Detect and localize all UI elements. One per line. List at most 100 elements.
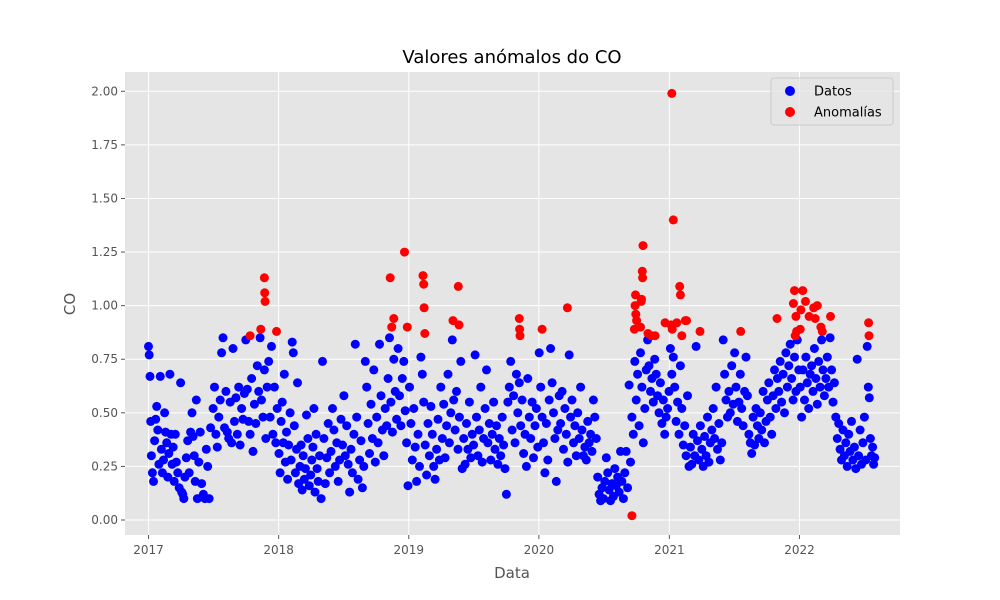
data-point bbox=[711, 382, 721, 392]
x-axis-label: Data bbox=[494, 564, 530, 582]
data-point bbox=[228, 344, 238, 353]
data-point bbox=[255, 333, 265, 343]
data-point bbox=[271, 438, 281, 448]
anomaly-point bbox=[682, 316, 691, 326]
data-point bbox=[755, 408, 765, 418]
data-point bbox=[323, 419, 333, 428]
data-point bbox=[593, 472, 603, 482]
data-point bbox=[777, 397, 787, 407]
data-point bbox=[637, 382, 647, 392]
data-point bbox=[829, 378, 839, 388]
data-point bbox=[581, 455, 591, 465]
data-point bbox=[804, 404, 814, 413]
data-point bbox=[493, 459, 503, 469]
data-point bbox=[325, 468, 335, 478]
data-point bbox=[443, 369, 453, 379]
data-point bbox=[781, 348, 791, 358]
data-point bbox=[487, 429, 497, 439]
data-point bbox=[497, 412, 507, 422]
data-point bbox=[389, 354, 399, 364]
data-point bbox=[694, 455, 704, 465]
data-point bbox=[212, 442, 222, 452]
data-point bbox=[162, 438, 172, 448]
data-point bbox=[345, 487, 355, 497]
anomaly-point bbox=[632, 316, 642, 326]
anomaly-point bbox=[796, 305, 806, 315]
data-point bbox=[217, 348, 227, 358]
data-point bbox=[750, 440, 760, 450]
anomaly-point bbox=[817, 326, 827, 336]
data-point bbox=[802, 378, 812, 388]
data-point bbox=[339, 391, 349, 401]
data-point bbox=[782, 382, 792, 392]
data-point bbox=[262, 382, 272, 392]
data-point bbox=[758, 386, 768, 396]
data-point bbox=[683, 391, 692, 401]
data-point bbox=[674, 429, 684, 439]
data-point bbox=[767, 429, 777, 439]
data-point bbox=[383, 374, 393, 383]
data-point bbox=[591, 434, 601, 443]
data-point bbox=[576, 382, 586, 392]
data-point bbox=[366, 399, 376, 409]
data-point bbox=[424, 451, 434, 461]
data-point bbox=[419, 397, 429, 407]
data-point bbox=[352, 412, 362, 422]
anomaly-point bbox=[515, 331, 525, 341]
data-point bbox=[176, 378, 186, 388]
data-point bbox=[462, 419, 471, 428]
data-point bbox=[519, 449, 529, 458]
data-point bbox=[862, 341, 872, 351]
data-point bbox=[290, 468, 300, 478]
data-point bbox=[234, 382, 244, 392]
data-point bbox=[306, 470, 316, 480]
data-point bbox=[163, 472, 173, 482]
data-point bbox=[194, 457, 204, 467]
anomaly-point bbox=[801, 296, 810, 306]
data-point bbox=[731, 382, 741, 392]
data-point bbox=[556, 419, 566, 428]
anomaly-point bbox=[675, 281, 685, 291]
data-point bbox=[453, 444, 463, 454]
data-point bbox=[276, 416, 286, 426]
data-point bbox=[790, 352, 799, 362]
data-point bbox=[476, 382, 486, 392]
data-point bbox=[302, 410, 311, 420]
data-point bbox=[501, 489, 511, 499]
data-point bbox=[433, 414, 443, 424]
data-point bbox=[245, 429, 255, 439]
anomaly-point bbox=[562, 303, 572, 313]
data-point bbox=[350, 339, 360, 349]
data-point bbox=[657, 419, 667, 428]
data-point bbox=[561, 429, 571, 439]
data-point bbox=[584, 438, 594, 448]
data-point bbox=[499, 440, 509, 450]
data-point bbox=[549, 408, 558, 418]
data-point bbox=[149, 476, 158, 486]
data-point bbox=[807, 361, 817, 371]
data-point bbox=[206, 423, 216, 433]
data-point bbox=[727, 361, 737, 371]
data-point bbox=[232, 429, 242, 439]
y-tick-label: 0.75 bbox=[91, 352, 118, 366]
anomaly-point bbox=[650, 331, 660, 341]
data-point bbox=[741, 352, 751, 362]
data-point bbox=[356, 436, 366, 446]
data-point bbox=[660, 429, 670, 439]
data-point bbox=[801, 352, 811, 362]
data-point bbox=[189, 451, 199, 461]
data-point bbox=[181, 453, 191, 463]
data-point bbox=[242, 384, 252, 394]
data-point bbox=[283, 474, 293, 484]
anomaly-point bbox=[260, 296, 270, 306]
data-point bbox=[267, 341, 276, 351]
data-point bbox=[410, 442, 420, 452]
data-point bbox=[624, 380, 634, 390]
anomaly-point bbox=[637, 294, 646, 304]
y-tick-label: 0.50 bbox=[91, 406, 118, 420]
data-point bbox=[376, 391, 386, 401]
data-point bbox=[610, 464, 620, 474]
data-point bbox=[817, 335, 827, 345]
data-point bbox=[392, 414, 402, 424]
